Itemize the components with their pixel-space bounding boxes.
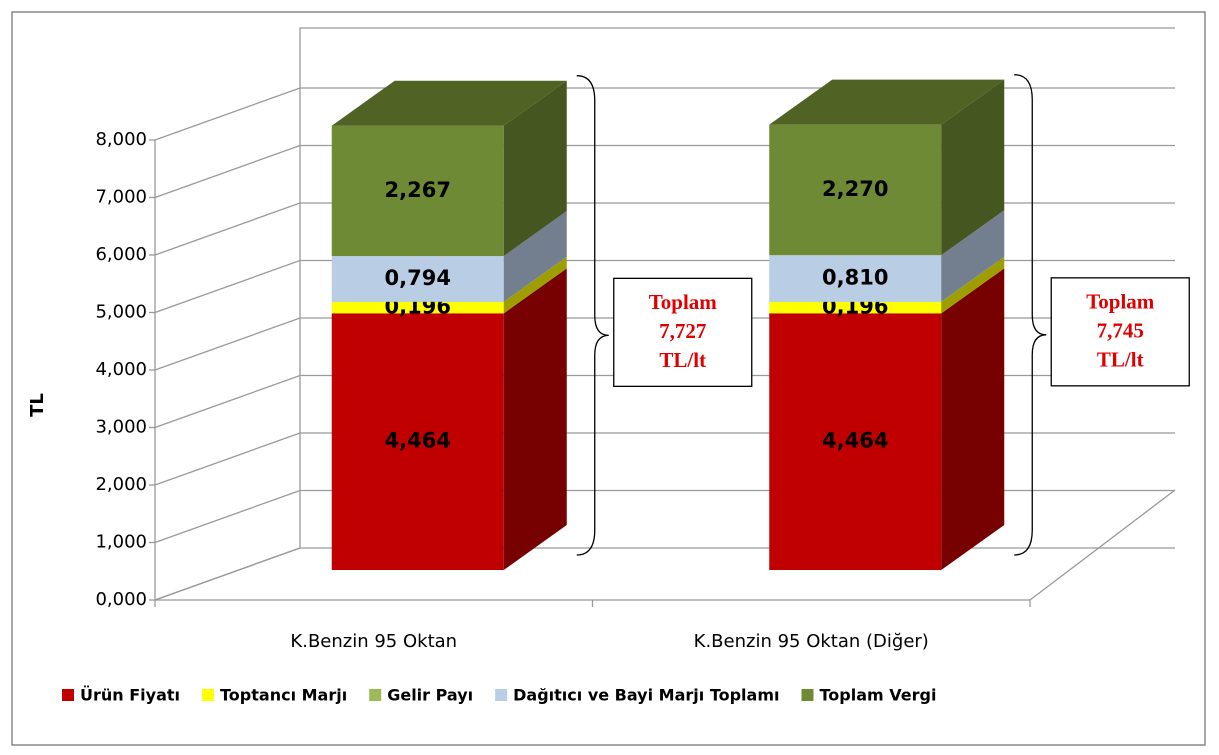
data-label: 2,270 (822, 177, 888, 201)
y-axis-title: TL (27, 393, 48, 417)
bar-segment (769, 257, 1005, 314)
data-label: 2,267 (385, 178, 451, 202)
bar-segment (331, 256, 567, 303)
y-tick-label: 1,000 (95, 532, 147, 553)
bar-side (941, 210, 1005, 302)
legend-label: Ürün Fiyatı (80, 686, 180, 705)
y-tick-label: 3,000 (95, 417, 147, 438)
bar-side (503, 268, 567, 570)
annotation-box (613, 277, 753, 387)
bar-top (331, 80, 567, 126)
bar-front (331, 125, 504, 257)
legend-label: Dağıtıcı ve Bayi Marjı Toplamı (513, 686, 779, 705)
bar-segment (769, 210, 1005, 302)
data-label: 0,810 (822, 265, 888, 289)
y-tick-label: 8,000 (95, 129, 147, 150)
chart-border (11, 11, 1206, 746)
legend-swatch (369, 689, 382, 701)
data-label: 0,794 (385, 266, 451, 290)
bar-front (331, 302, 504, 314)
bar-front (769, 124, 942, 256)
legend-swatch (801, 689, 814, 701)
brace (1014, 74, 1047, 556)
bar-front (769, 313, 942, 570)
legend-swatch (202, 689, 215, 701)
data-label: 4,464 (822, 429, 888, 453)
bar-front (769, 255, 942, 302)
legend-swatch (62, 689, 74, 701)
annotation: TL/lt (659, 348, 706, 372)
annotation: 7,727 (659, 319, 706, 343)
bar-top (769, 79, 1005, 125)
y-tick-label: 5,000 (95, 302, 147, 323)
bar-side (941, 268, 1005, 570)
y-tick-label: 4,000 (95, 359, 147, 380)
bar-front (331, 256, 504, 302)
x-tick-label: K.Benzin 95 Oktan (Diğer) (694, 631, 929, 652)
bar-front (769, 302, 942, 314)
bar-front (331, 313, 504, 570)
bar-segment (331, 80, 567, 257)
bar-segment (331, 257, 567, 314)
bar-side (941, 256, 1005, 303)
x-tick-label: K.Benzin 95 Oktan (290, 631, 457, 652)
bar-segment (769, 256, 1005, 303)
bar-side (503, 257, 567, 314)
brace (576, 75, 609, 556)
bar-segment (331, 268, 567, 570)
bar-side (503, 80, 567, 257)
y-tick-label: 2,000 (95, 474, 147, 495)
bar-side (941, 79, 1005, 256)
bar-side (941, 257, 1005, 314)
annotation: TL/lt (1097, 348, 1144, 372)
y-tick-label: 0,000 (95, 589, 147, 610)
annotation: 7,745 (1097, 319, 1144, 343)
bar-segment (769, 268, 1005, 570)
legend-label: Toplam Vergi (819, 686, 936, 705)
annotation: Toplam (1086, 290, 1155, 314)
bar-side (503, 211, 567, 302)
annotation-box (1050, 277, 1190, 387)
legend-label: Gelir Payı (387, 686, 473, 705)
bar-segment (331, 211, 567, 302)
y-tick-label: 6,000 (95, 244, 147, 265)
legend-label: Toptancı Marjı (220, 686, 347, 705)
bar-segment (769, 79, 1005, 256)
data-label: 4,464 (385, 429, 451, 453)
annotation: Toplam (649, 290, 718, 314)
legend-swatch (495, 689, 508, 701)
bar-side (503, 256, 567, 303)
y-tick-label: 7,000 (95, 187, 147, 208)
